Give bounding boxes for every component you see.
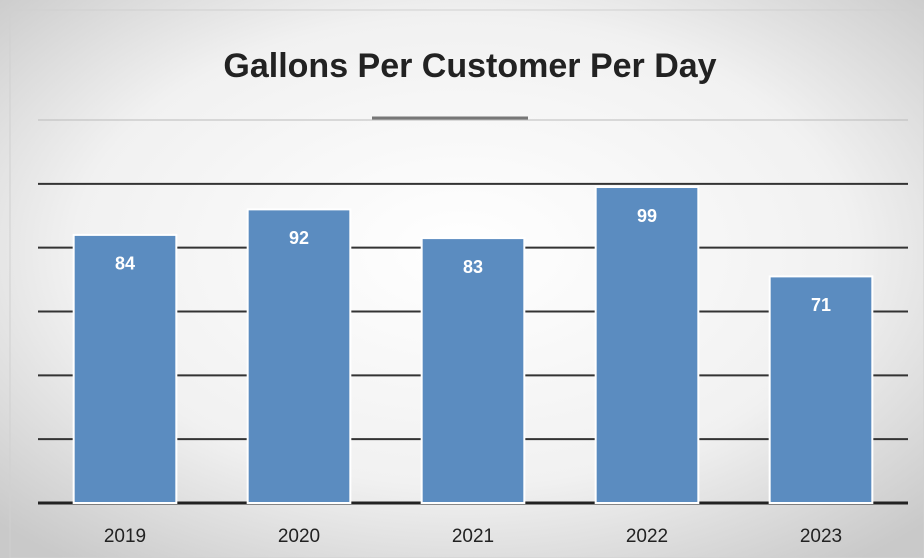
data-label: 84 [115,254,135,274]
x-tick-label: 2021 [452,526,494,547]
bar [246,208,352,504]
bar [420,237,526,504]
chart-title: Gallons Per Customer Per Day [223,47,716,85]
data-label: 92 [289,228,309,248]
bar [594,186,700,504]
data-label: 71 [811,295,831,315]
bar [768,275,874,504]
data-label: 99 [637,206,657,226]
x-tick-label: 2020 [278,526,320,547]
x-tick-label: 2022 [626,526,668,547]
x-tick-label: 2019 [104,526,146,547]
x-tick-label: 2023 [800,526,842,547]
data-label: 83 [463,257,483,277]
frame [9,9,924,558]
bar [72,233,178,504]
